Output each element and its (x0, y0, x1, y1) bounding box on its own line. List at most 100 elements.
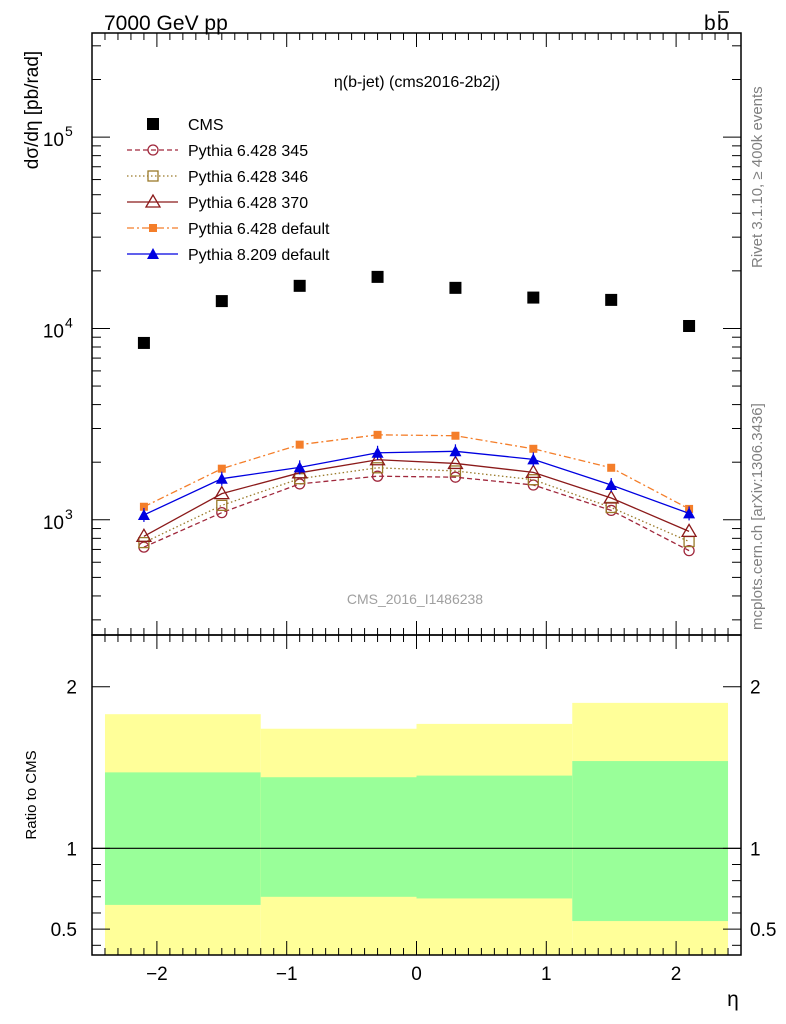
series-line-p6def (143, 434, 690, 510)
series-line-p345 (143, 475, 690, 552)
legend-marker-p346 (147, 170, 159, 182)
point-cms-5 (527, 291, 540, 304)
header-right-bbar: b (717, 12, 729, 35)
header-right: b b (704, 11, 729, 35)
legend: CMS Pythia 6.428 345 Pythia 6.428 346 Pythi… (127, 117, 330, 264)
point-p8def-5 (527, 453, 540, 465)
point-p346-4 (449, 465, 462, 477)
point-p370-5 (525, 464, 542, 478)
point-p346-0 (138, 536, 150, 549)
legend-label-cms: CMS (188, 117, 224, 134)
legend-marker-p6def (149, 224, 157, 232)
ratio-x-tick-label: 0 (411, 964, 422, 985)
series-line-p346 (143, 467, 690, 544)
point-p6def-1 (217, 464, 226, 473)
point-cms-2 (293, 279, 306, 292)
legend-item-p346: Pythia 6.428 346 (127, 169, 308, 186)
main-plot: η(b-jet) (cms2016-2b2j) CMS_2016_I148623… (22, 32, 742, 636)
point-p346-1 (216, 499, 228, 511)
ratio-axes: −2 −1 0 1 2 0.5 0.5 1 1 2 2 (51, 634, 776, 985)
side-label-top: Rivet 3.1.10, ≥ 400k events (749, 86, 766, 268)
legend-marker-p345 (147, 144, 159, 156)
header-left: 7000 GeV pp (104, 12, 228, 35)
point-p6def-0 (139, 502, 148, 511)
ratio-x-tick-label: 1 (541, 964, 552, 985)
legend-marker-p370 (144, 193, 162, 208)
point-p6def-2 (295, 440, 304, 449)
point-cms-1 (215, 295, 228, 308)
legend-item-cms: CMS (147, 117, 224, 134)
legend-label-p370: Pythia 6.428 370 (188, 195, 308, 212)
point-p8def-4 (449, 445, 462, 457)
main-y-tick-label-2: 10 (43, 130, 64, 151)
legend-marker-cms (147, 118, 159, 130)
series-p8def (137, 444, 696, 522)
ratio-y-tick-label-left: 0.5 (51, 920, 77, 941)
ratio-plot: −2 −1 0 1 2 0.5 0.5 1 1 2 2 Ratio to CMS η (23, 634, 776, 1011)
ratio-band-inner-1 (260, 777, 417, 897)
ratio-band-inner-3 (572, 761, 729, 922)
point-cms-6 (605, 293, 618, 306)
point-p345-4 (449, 471, 462, 483)
point-p6def-5 (529, 444, 538, 453)
ratio-y-tick-label-left: 1 (66, 839, 77, 860)
legend-item-p6def: Pythia 6.428 default (127, 221, 330, 238)
point-p370-4 (447, 455, 464, 470)
main-y-tick-exponent-2: 5 (65, 123, 73, 139)
point-p345-3 (371, 470, 384, 482)
legend-label-p6def: Pythia 6.428 default (188, 221, 330, 238)
legend-item-p370: Pythia 6.428 370 (127, 193, 308, 212)
main-y-tick-exponent-0: 3 (65, 506, 73, 522)
point-p6def-4 (451, 431, 460, 440)
point-p370-0 (135, 527, 153, 542)
point-p8def-0 (137, 508, 150, 520)
legend-label-p8def: Pythia 8.209 default (188, 247, 330, 264)
ratio-x-tick-label: −2 (146, 964, 168, 985)
point-p8def-1 (215, 472, 228, 484)
ratio-y-tick-label-right: 1 (750, 839, 761, 860)
point-p370-1 (213, 485, 230, 500)
legend-item-p345: Pythia 6.428 345 (127, 143, 308, 160)
ratio-y-tick-label-right: 2 (750, 678, 761, 699)
point-p345-1 (216, 506, 228, 519)
series-line-p8def (143, 450, 690, 516)
ratio-x-tick-label: 2 (671, 964, 682, 985)
ratio-y-tick-label-right: 0.5 (750, 920, 776, 941)
point-p8def-2 (293, 461, 306, 473)
legend-marker-p8def (147, 248, 159, 259)
point-p370-7 (680, 523, 698, 538)
ratio-x-tick-label: −1 (276, 964, 298, 985)
point-cms-0 (137, 336, 150, 349)
point-p8def-3 (371, 446, 384, 458)
point-p346-5 (527, 474, 539, 486)
main-y-tick-exponent-1: 4 (65, 314, 73, 330)
watermark: CMS_2016_I1486238 (347, 591, 483, 607)
ratio-bands (92, 702, 741, 955)
point-cms-7 (683, 319, 696, 332)
point-cms-4 (449, 281, 462, 294)
point-p6def-3 (373, 430, 382, 439)
point-p346-3 (371, 462, 384, 474)
point-p345-7 (683, 544, 695, 557)
side-label-bottom: mcplots.cern.ch [arXiv:1306.3436] (749, 403, 766, 630)
ratio-y-axis-label: Ratio to CMS (23, 750, 40, 839)
point-p370-6 (603, 489, 620, 504)
ratio-y-tick-label-left: 2 (66, 678, 77, 699)
x-axis-label: η (727, 988, 739, 1011)
series-cms (137, 270, 696, 349)
point-p8def-7 (683, 507, 696, 519)
legend-label-p345: Pythia 6.428 345 (188, 143, 308, 160)
series-p370 (135, 451, 698, 542)
main-y-tick-label-0: 10 (43, 513, 64, 534)
main-y-axis-label: dσ/dη [pb/rad] (22, 51, 43, 169)
legend-item-p8def: Pythia 8.209 default (127, 247, 330, 264)
series-line-p370 (143, 459, 690, 537)
main-y-tick-label-1: 10 (43, 321, 64, 342)
ratio-band-inner-2 (416, 775, 573, 899)
point-p370-3 (369, 451, 386, 466)
main-data-layer (135, 270, 698, 557)
point-p8def-6 (605, 479, 618, 491)
header-right-b: b (704, 12, 716, 35)
